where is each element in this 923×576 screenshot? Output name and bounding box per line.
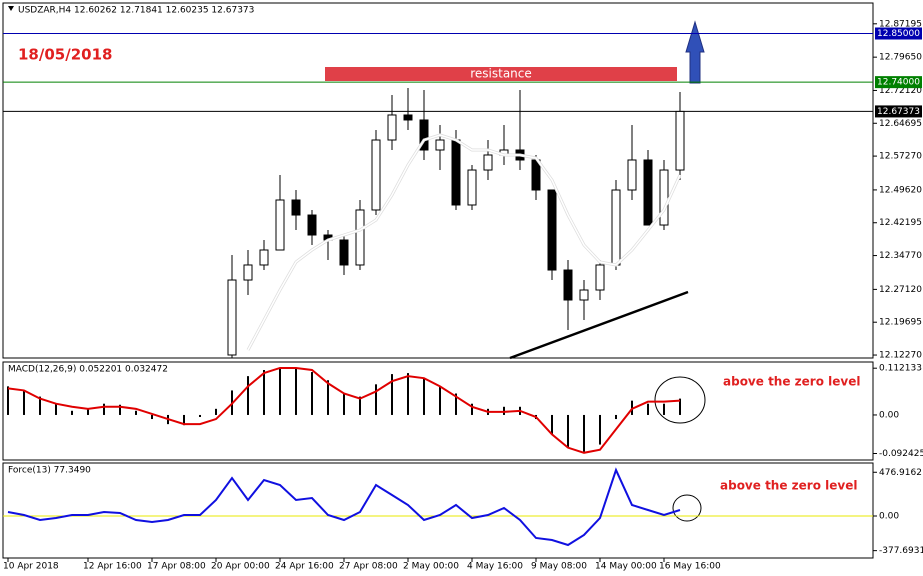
macd-annotation: above the zero level [723,375,860,389]
x-tick-label: 17 Apr 08:00 [147,562,206,572]
panel-header: USDZAR,H4 12.60262 12.71841 12.60235 12.… [18,6,254,16]
series-line [7,366,681,454]
x-tick-label: 24 Apr 16:00 [275,562,334,572]
macd-panel [2,361,874,461]
level-label: 12.74000 [877,78,920,88]
candle-body [675,110,685,171]
candle-body [339,239,349,266]
resistance-label: resistance [470,67,532,81]
x-tick-label: 2 May 00:00 [403,562,459,572]
force-panel [2,462,874,559]
panel-header: Force(13) 77.3490 [8,466,91,476]
y-tick-label: 12.87195 [879,19,922,29]
highlight-circle [672,494,702,522]
candle-body [643,159,653,226]
candle-body [595,264,605,291]
level-label-box [875,27,922,40]
level-label-box [875,76,922,89]
candle-body [627,159,637,191]
trendline [509,290,689,360]
panel-header: MACD(12,26,9) 0.052201 0.032472 [8,365,168,375]
candle-body [467,169,477,206]
x-tick-label: 27 Apr 08:00 [339,562,398,572]
candle-body [531,159,541,191]
date-annotation: 18/05/2018 [18,46,112,64]
y-tick-label: 12.19695 [879,318,922,328]
level-label-box [875,105,922,118]
x-tick-label: 10 Apr 2018 [3,562,59,572]
candle-body [307,214,317,236]
y-tick-label: -377.6931 [879,546,923,556]
candle-body [227,279,237,356]
candle-body [403,114,413,121]
candle-body [435,139,445,151]
candle-body [291,199,301,216]
candle-body [483,154,493,171]
level-label: 12.67373 [877,107,920,117]
y-tick-label: 12.72120 [879,86,922,96]
x-tick-label: 12 Apr 16:00 [83,562,142,572]
x-tick-label: 4 May 16:00 [467,562,523,572]
x-tick-label: 9 May 08:00 [531,562,587,572]
y-tick-label: 0.00 [879,410,899,420]
candle-body [419,119,429,151]
candle-body [579,289,589,301]
candle-body [659,169,669,226]
x-tick-label: 14 May 00:00 [595,562,657,572]
y-tick-label: -0.092425 [879,449,923,459]
candle-body [547,189,557,271]
candle-body [355,209,365,266]
y-tick-label: 12.57270 [879,152,922,162]
level-label: 12.85000 [877,29,920,39]
candle-body [451,139,461,206]
candle-body [611,189,621,266]
y-tick-label: 12.34770 [879,251,922,261]
force-annotation: above the zero level [720,479,857,493]
y-tick-label: 0.112133 [879,364,922,374]
main-panel [2,2,874,359]
y-tick-label: 12.49620 [879,185,922,195]
series-line [7,467,681,547]
y-tick-label: 12.12270 [879,351,922,361]
dropdown-icon [8,6,14,11]
x-tick-label: 20 Apr 00:00 [211,562,270,572]
candle-body [563,269,573,301]
up-arrow [685,20,705,84]
candle-body [371,139,381,211]
candle-body [243,264,253,281]
series-line [247,134,681,351]
y-tick-label: 12.64695 [879,119,922,129]
highlight-circle [654,376,706,424]
y-tick-label: 12.27120 [879,285,922,295]
candle-body [259,249,269,266]
y-tick-label: 476.9162 [879,468,922,478]
x-tick-label: 16 May 16:00 [659,562,721,572]
y-tick-label: 12.79650 [879,53,922,63]
candle-body [275,199,285,251]
candle-body [387,114,397,141]
y-tick-label: 0.00 [879,512,899,522]
resistance-box [325,67,677,81]
y-tick-label: 12.42195 [879,218,922,228]
